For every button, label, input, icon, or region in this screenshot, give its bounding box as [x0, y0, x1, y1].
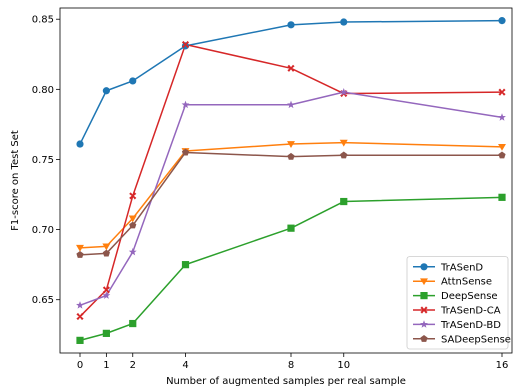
data-point-trasend-8	[287, 21, 295, 29]
data-point-deepsense-0	[76, 336, 84, 344]
data-point-trasend-ca-1	[102, 286, 110, 294]
data-point-trasend-1	[102, 87, 110, 95]
legend-marker-attnsense	[420, 278, 428, 286]
x-axis: 0 1 2 4 8 10 16	[77, 353, 509, 371]
data-point-attnsense-10	[339, 139, 348, 147]
data-point-trasend-bd-8	[287, 100, 295, 109]
plot-frame	[59, 7, 513, 354]
y-tick-label: 0.80	[32, 85, 54, 96]
data-point-sadeepsense-4	[181, 148, 190, 156]
x-tick-label: 1	[103, 360, 109, 371]
y-tick-label: 0.70	[32, 225, 54, 236]
data-point-trasend-ca-8	[287, 64, 295, 72]
legend-label-trasend-bd: TrASenD-BD	[440, 320, 501, 331]
data-point-trasend-ca-0	[76, 312, 84, 321]
legend-label-trasend-ca: TrASenD-CA	[440, 306, 501, 317]
x-tick-label: 8	[288, 360, 294, 371]
legend-marker-trasend	[420, 263, 428, 271]
legend-label-sadeepsense: SADeepSense	[441, 334, 511, 345]
series-line-trasend	[79, 19, 503, 145]
legend-marker-deepsense	[420, 292, 428, 300]
data-point-attnsense-8	[287, 141, 295, 148]
x-axis-label: Number of augmented samples per real sam…	[166, 376, 406, 387]
data-point-deepsense-16	[498, 193, 506, 201]
data-point-trasend-bd-0	[76, 301, 84, 309]
plot-markers	[76, 17, 506, 344]
data-point-trasend-2	[129, 77, 137, 85]
legend-marker-trasend-ca	[420, 306, 428, 314]
legend-box	[406, 256, 509, 350]
data-point-trasend-10	[340, 18, 348, 26]
y-tick-label: 0.65	[32, 295, 54, 306]
data-point-trasend-16	[498, 17, 506, 25]
data-point-trasend-0	[76, 140, 84, 148]
data-point-trasend-ca-16	[498, 88, 506, 96]
data-point-trasend-ca-4	[181, 40, 190, 49]
data-point-trasend-ca-2	[129, 192, 137, 200]
data-point-deepsense-4	[181, 261, 190, 269]
y-tick-label: 0.85	[32, 15, 54, 26]
data-point-attnsense-2	[128, 215, 137, 223]
data-point-deepsense-1	[102, 329, 110, 337]
legend: TrASenD AttnSense DeepSense TrASenD-CA TrASe…	[406, 256, 511, 350]
data-point-sadeepsense-2	[129, 221, 137, 229]
data-point-deepsense-2	[129, 319, 137, 328]
legend-marker-sadeepsense	[420, 335, 428, 342]
data-point-trasend-bd-4	[181, 100, 190, 109]
legend-label-attnsense: AttnSense	[441, 277, 492, 288]
data-point-deepsense-8	[287, 224, 295, 232]
data-point-trasend-bd-16	[498, 113, 506, 121]
x-tick-label: 4	[182, 360, 188, 371]
data-point-attnsense-16	[498, 143, 506, 151]
y-tick-label: 0.75	[32, 155, 54, 166]
y-axis-label: F1-score on Test Set	[10, 130, 21, 231]
y-axis: 0.65 0.70 0.75 0.80 0.85	[32, 15, 60, 306]
x-tick-label: 0	[77, 360, 83, 371]
data-point-attnsense-1	[102, 243, 111, 251]
data-point-sadeepsense-8	[287, 152, 295, 160]
data-point-sadeepsense-10	[340, 151, 348, 159]
x-tick-label: 10	[337, 360, 350, 371]
data-point-attnsense-0	[76, 244, 84, 252]
legend-label-deepsense: DeepSense	[441, 291, 498, 302]
data-point-sadeepsense-16	[498, 151, 506, 159]
data-point-deepsense-10	[340, 197, 348, 206]
data-point-sadeepsense-0	[76, 251, 84, 258]
data-point-sadeepsense-1	[102, 249, 110, 257]
data-point-trasend-bd-1	[102, 291, 111, 299]
legend-label-trasend: TrASenD	[440, 262, 483, 273]
data-point-trasend-bd-2	[128, 247, 137, 256]
data-point-trasend-bd-10	[339, 88, 348, 96]
legend-marker-trasend-bd	[420, 320, 428, 328]
x-tick-label: 2	[130, 360, 136, 371]
x-tick-label: 16	[496, 360, 509, 371]
